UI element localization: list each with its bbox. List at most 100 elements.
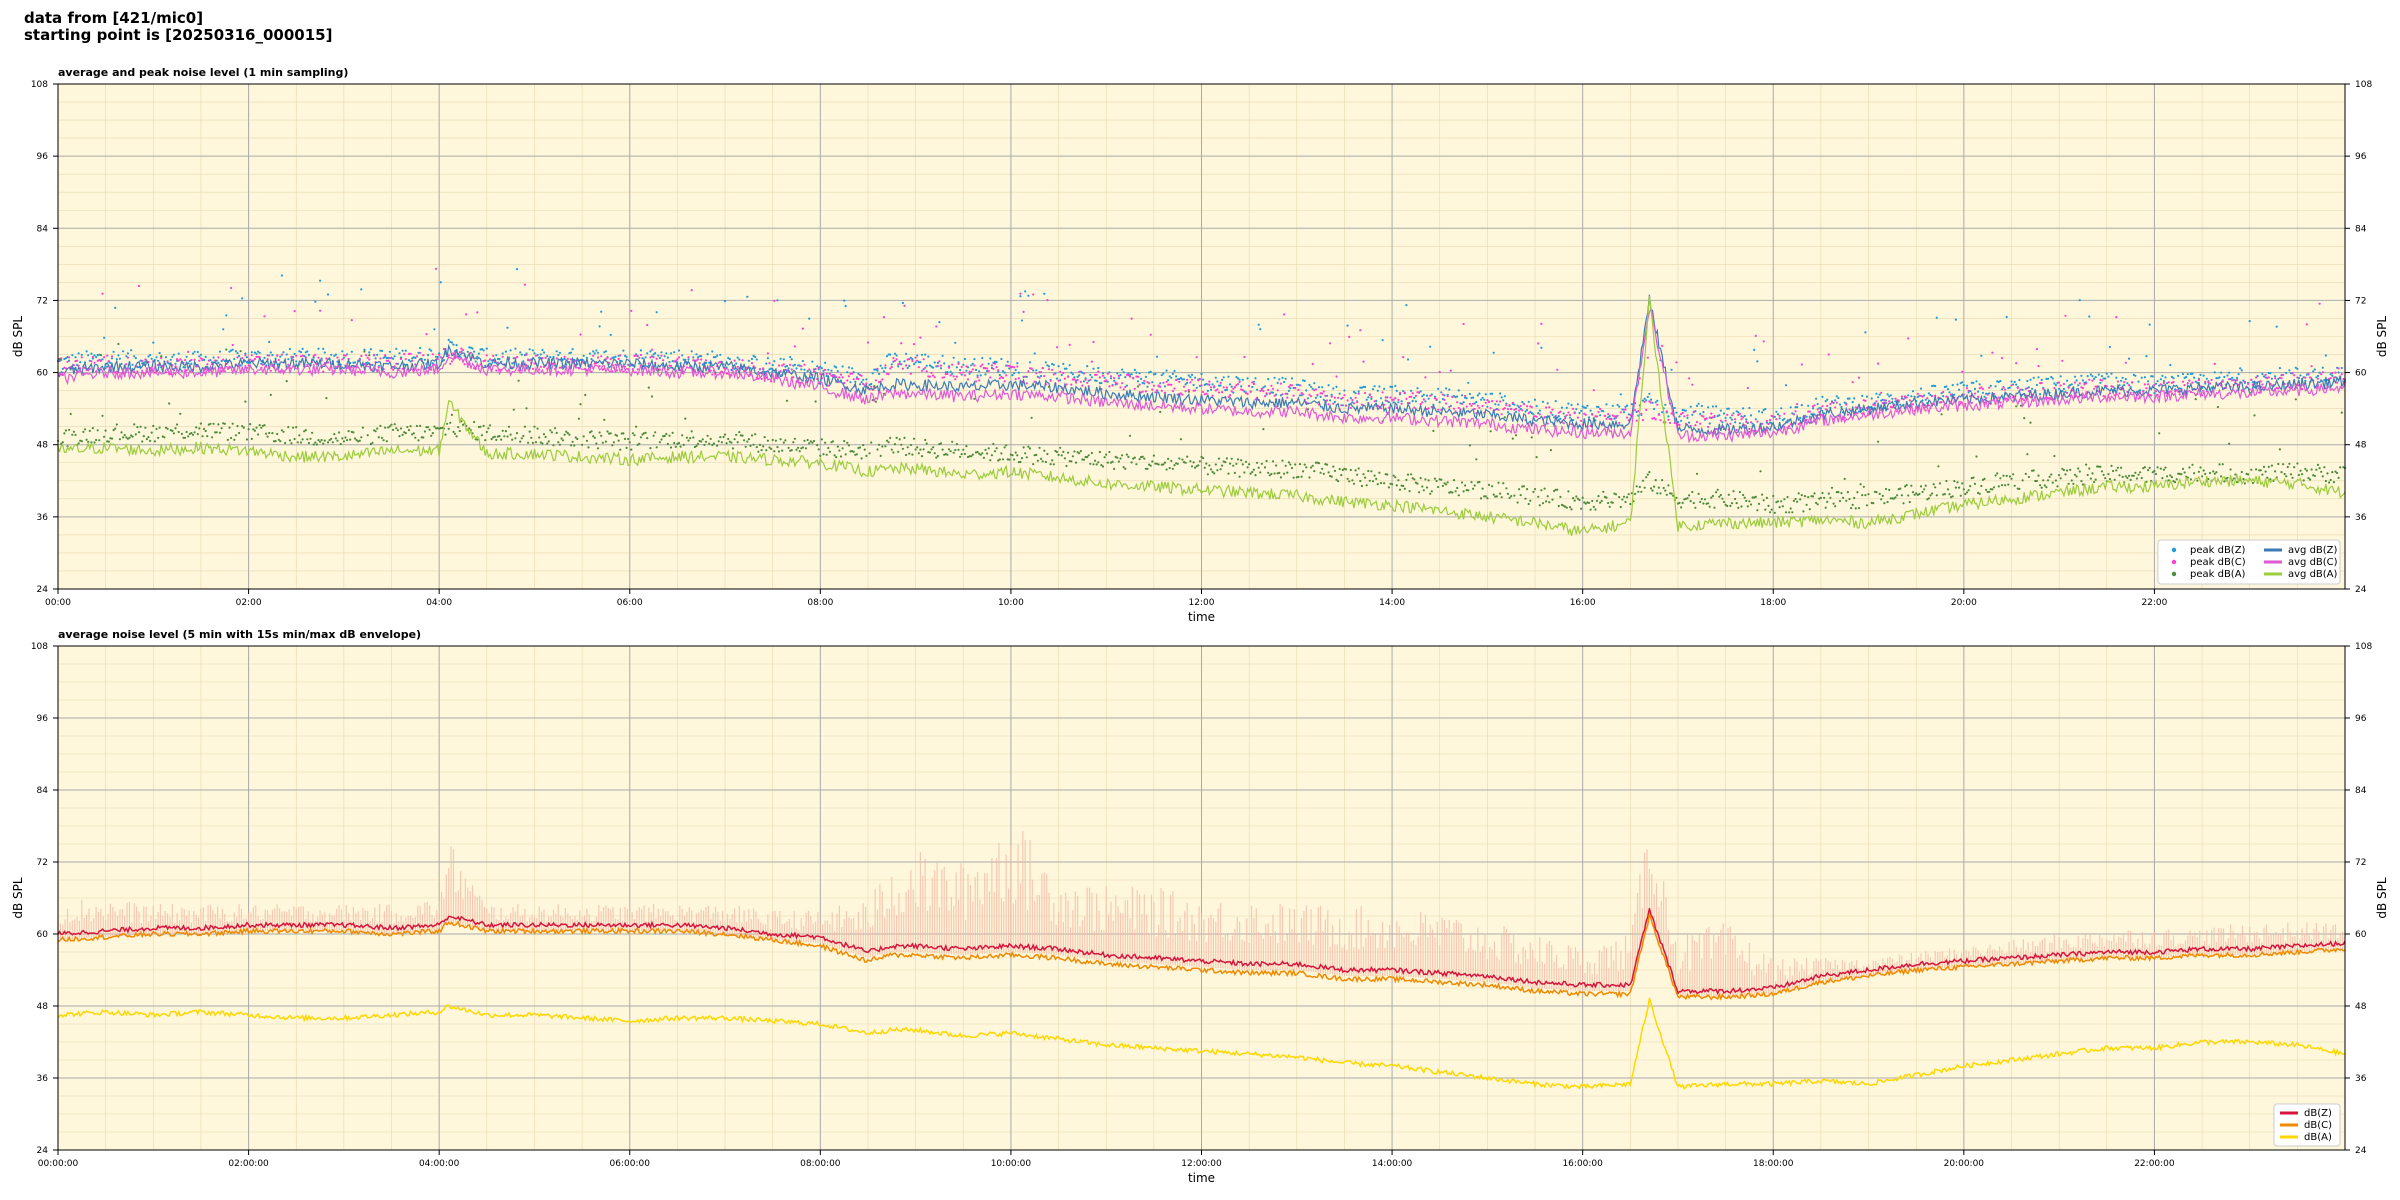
point-peak-db-a xyxy=(847,444,851,447)
point-peak-db-c xyxy=(1052,373,1055,376)
point-peak-db-a xyxy=(811,441,814,444)
point-peak-db-c xyxy=(1329,342,1332,345)
point-peak-db-z xyxy=(95,356,98,359)
point-peak-db-z xyxy=(920,353,924,356)
point-peak-db-a xyxy=(2127,474,2131,477)
point-peak-db-z xyxy=(1259,328,1262,331)
point-peak-db-c xyxy=(2167,381,2170,384)
point-peak-db-c xyxy=(963,374,967,377)
point-peak-db-c xyxy=(1726,413,1729,416)
point-peak-db-c xyxy=(1151,388,1154,391)
point-peak-db-z xyxy=(220,359,223,363)
point-peak-db-a xyxy=(1937,465,1940,468)
point-peak-db-z xyxy=(1764,407,1767,411)
point-peak-db-c xyxy=(1302,393,1305,396)
point-peak-db-z xyxy=(1019,295,1022,298)
point-peak-db-c xyxy=(2340,373,2343,376)
point-peak-db-a xyxy=(1432,429,1435,432)
point-peak-db-z xyxy=(595,349,598,352)
point-peak-db-a xyxy=(233,438,236,441)
point-peak-db-a xyxy=(145,438,148,441)
point-peak-db-a xyxy=(2102,473,2105,476)
point-peak-db-a xyxy=(103,435,106,438)
point-peak-db-a xyxy=(1757,502,1761,505)
point-peak-db-a xyxy=(503,435,506,438)
point-peak-db-a xyxy=(2161,477,2164,480)
point-peak-db-c xyxy=(1443,398,1446,401)
point-peak-db-a xyxy=(1354,469,1357,472)
point-peak-db-z xyxy=(843,299,846,302)
point-peak-db-z xyxy=(623,354,627,357)
point-peak-db-z xyxy=(2235,376,2239,380)
point-peak-db-z xyxy=(1273,376,1276,379)
point-peak-db-a xyxy=(1670,492,1673,495)
point-peak-db-z xyxy=(1983,395,1986,398)
point-peak-db-z xyxy=(1325,394,1329,397)
point-peak-db-c xyxy=(1000,375,1003,378)
point-peak-db-a xyxy=(2040,486,2043,489)
point-peak-db-c xyxy=(1572,407,1575,410)
point-peak-db-a xyxy=(1600,499,1603,503)
point-peak-db-z xyxy=(512,357,515,360)
point-peak-db-z xyxy=(787,367,790,370)
point-peak-db-a xyxy=(814,400,817,403)
point-peak-db-c xyxy=(801,327,805,330)
point-peak-db-z xyxy=(600,310,603,313)
point-peak-db-c xyxy=(99,359,102,362)
point-peak-db-z xyxy=(71,354,74,357)
point-peak-db-a xyxy=(644,431,647,434)
point-peak-db-c xyxy=(847,375,851,378)
point-peak-db-a xyxy=(144,426,147,429)
point-peak-db-z xyxy=(217,361,220,364)
point-peak-db-a xyxy=(1192,461,1195,464)
point-peak-db-a xyxy=(412,432,415,435)
point-peak-db-a xyxy=(1540,489,1543,492)
point-peak-db-a xyxy=(1286,471,1289,474)
point-peak-db-a xyxy=(1349,468,1352,472)
point-peak-db-a xyxy=(1640,490,1643,493)
chart-panel-1: 00:00 02:00 04:00 06:00 08:00 10:00 12:00 14:00… xyxy=(11,66,2389,624)
point-peak-db-c xyxy=(1942,390,1945,394)
point-peak-db-c xyxy=(982,367,986,370)
point-peak-db-c xyxy=(835,375,838,379)
point-peak-db-a xyxy=(325,397,328,400)
point-peak-db-z xyxy=(506,326,509,329)
point-peak-db-c xyxy=(770,380,773,383)
point-peak-db-z xyxy=(736,356,739,359)
point-peak-db-a xyxy=(2274,470,2277,473)
point-peak-db-a xyxy=(2204,472,2207,476)
point-peak-db-z xyxy=(1438,401,1441,404)
point-peak-db-a xyxy=(326,441,330,444)
point-peak-db-a xyxy=(1271,460,1275,463)
point-peak-db-c xyxy=(1991,351,1994,354)
point-peak-db-a xyxy=(1762,499,1765,502)
point-peak-db-a xyxy=(1211,470,1214,473)
point-peak-db-a xyxy=(2218,463,2221,466)
point-peak-db-a xyxy=(995,447,998,450)
point-peak-db-z xyxy=(1624,405,1627,408)
point-peak-db-z xyxy=(1965,384,1969,387)
point-peak-db-a xyxy=(960,453,963,456)
point-peak-db-c xyxy=(635,354,638,357)
point-peak-db-a xyxy=(1151,460,1154,463)
point-peak-db-a xyxy=(587,446,590,449)
point-peak-db-c xyxy=(1754,334,1757,337)
point-peak-db-z xyxy=(1753,348,1756,351)
point-peak-db-c xyxy=(1001,376,1005,380)
point-peak-db-a xyxy=(2118,474,2121,477)
point-peak-db-c xyxy=(1797,423,1800,426)
point-peak-db-c xyxy=(1730,414,1734,417)
point-peak-db-c xyxy=(1607,413,1610,416)
point-peak-db-c xyxy=(415,355,418,358)
point-peak-db-z xyxy=(2331,374,2334,377)
point-peak-db-c xyxy=(604,358,608,361)
point-peak-db-c xyxy=(2274,377,2277,380)
point-peak-db-a xyxy=(334,437,337,440)
point-peak-db-c xyxy=(1470,404,1473,407)
point-peak-db-a xyxy=(706,434,709,437)
point-peak-db-z xyxy=(835,366,838,369)
point-peak-db-z xyxy=(952,356,955,359)
point-peak-db-z xyxy=(2194,380,2197,383)
point-peak-db-a xyxy=(1975,455,1978,458)
